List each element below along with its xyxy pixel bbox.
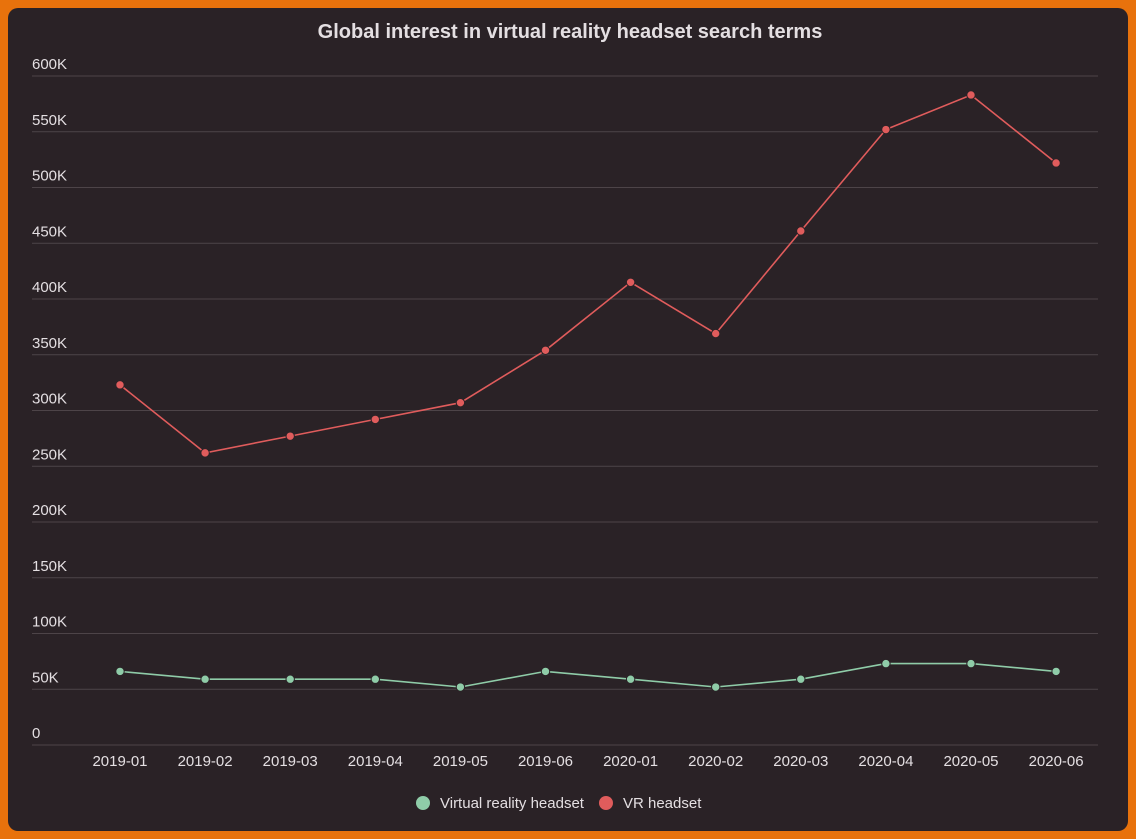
data-point [1051, 666, 1061, 677]
y-tick-label: 600K [32, 56, 67, 73]
data-point [625, 277, 636, 287]
x-tick-label: 2019-04 [348, 753, 403, 770]
x-tick-label: 2019-05 [433, 753, 488, 770]
legend: Virtual reality headset VR headset [416, 795, 702, 812]
data-point [540, 666, 551, 677]
data-point [370, 414, 380, 425]
x-axis-tick-labels: 2019-01 2019-02 2019-03 2019-04 2019-05 2019-… [92, 753, 1083, 770]
y-tick-label: 50K [32, 669, 59, 686]
series-line-2 [119, 94, 1057, 454]
data-point [540, 345, 551, 355]
y-tick-label: 450K [32, 223, 67, 240]
x-tick-label: 2019-02 [178, 753, 233, 770]
y-tick-label: 550K [32, 112, 67, 129]
data-point [115, 380, 125, 390]
x-tick-label: 2020-06 [1029, 753, 1084, 770]
chart-frame: Global interest in virtual reality heads… [8, 8, 1128, 831]
data-point [1051, 158, 1061, 168]
chart-title: Global interest in virtual reality heads… [318, 21, 823, 43]
x-tick-label: 2020-04 [858, 753, 913, 770]
x-tick-label: 2020-01 [603, 753, 658, 770]
y-tick-label: 200K [32, 502, 67, 519]
y-tick-label: 500K [32, 168, 67, 185]
data-point [285, 674, 295, 684]
x-tick-label: 2020-03 [773, 753, 828, 770]
data-point [455, 682, 466, 692]
data-point [115, 666, 125, 677]
x-tick-label: 2019-06 [518, 753, 573, 770]
y-axis-tick-labels: 0 50K 100K 150K 200K 250K 300K 350K 400K 450K 500K… [32, 56, 67, 742]
legend-swatch [416, 796, 430, 810]
grid-lines [32, 75, 1098, 746]
y-tick-label: 100K [32, 614, 67, 631]
x-tick-label: 2019-03 [263, 753, 318, 770]
y-tick-label: 400K [32, 279, 67, 296]
legend-swatch [598, 796, 613, 810]
y-tick-label: 350K [32, 335, 67, 352]
data-point [966, 658, 976, 669]
y-tick-label: 0 [32, 725, 40, 742]
series-line-1 [119, 662, 1057, 688]
x-tick-label: 2020-02 [688, 753, 743, 770]
data-point [455, 397, 466, 408]
data-point [711, 682, 721, 692]
y-tick-label: 150K [32, 558, 67, 575]
data-point [285, 431, 295, 441]
data-point [200, 448, 210, 458]
data-point [796, 674, 806, 684]
data-point [796, 226, 806, 236]
series-lines [119, 94, 1057, 688]
y-tick-label: 300K [32, 391, 67, 408]
data-point [881, 658, 891, 669]
y-tick-label: 250K [32, 446, 67, 463]
data-point [200, 674, 210, 684]
legend-label: VR headset [623, 795, 702, 812]
data-point [711, 328, 721, 339]
series-points [115, 90, 1061, 692]
data-point [370, 674, 380, 684]
line-chart: Global interest in virtual reality heads… [32, 21, 1098, 812]
data-point [625, 674, 636, 684]
legend-label: Virtual reality headset [440, 795, 585, 812]
data-point [966, 90, 976, 100]
x-tick-label: 2020-05 [943, 753, 998, 770]
data-point [881, 124, 891, 135]
x-tick-label: 2019-01 [92, 753, 147, 770]
